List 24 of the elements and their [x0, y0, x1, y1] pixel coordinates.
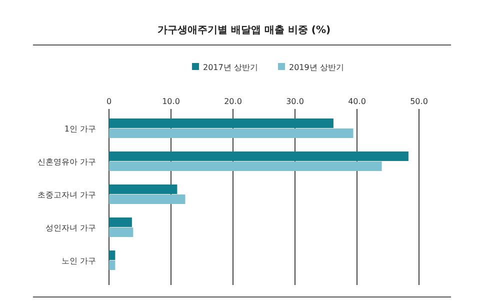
x-tick-label: 20.0 [224, 97, 242, 106]
y-tick-label: 노인 가구 [61, 256, 96, 266]
y-tick-label: 초중고자녀 가구 [37, 190, 96, 200]
y-tick-label: 1인 가구 [64, 124, 96, 134]
chart-title: 가구생애주기별 배달앱 매출 비중 (%) [157, 25, 331, 36]
bar [109, 228, 134, 237]
legend-label: 2019년 상반기 [289, 63, 344, 72]
bar [109, 118, 334, 128]
bar [109, 152, 408, 161]
legend-label: 2017년 상반기 [203, 63, 258, 72]
y-tick-label: 성인자녀 가구 [45, 224, 96, 232]
bar [109, 128, 354, 138]
bar [109, 184, 178, 194]
bar [109, 218, 132, 227]
bar [109, 194, 186, 204]
x-tick-label: 30.0 [286, 97, 304, 106]
bar [109, 260, 116, 270]
x-tick-label: 10.0 [162, 97, 180, 106]
x-tick-label: 40.0 [348, 97, 366, 106]
bar [109, 250, 116, 260]
bar [109, 162, 382, 171]
x-tick-label: 50.0 [410, 97, 428, 106]
y-tick-label: 신혼영유아 가구 [37, 158, 96, 166]
x-tick-label: 0 [106, 97, 112, 106]
